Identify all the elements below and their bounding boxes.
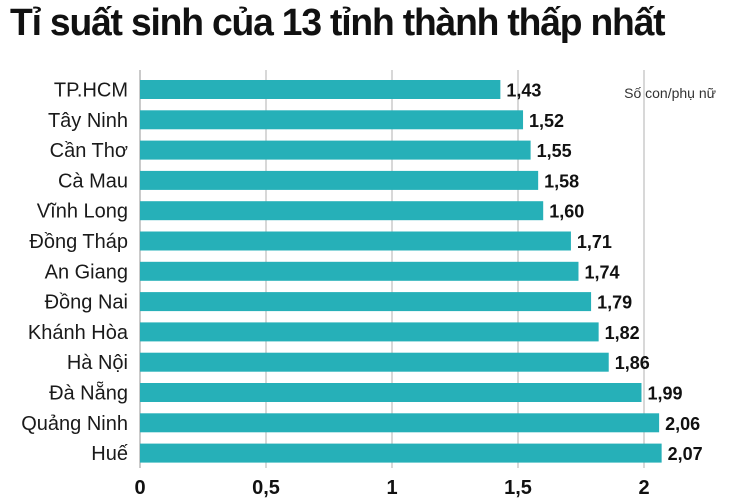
value-label: 1,74 [584, 262, 619, 282]
category-label: TP.HCM [54, 80, 128, 102]
value-label: 2,06 [665, 414, 700, 434]
category-label: An Giang [45, 261, 128, 283]
bar [140, 140, 531, 160]
bar [140, 352, 609, 372]
x-tick-label: 0 [134, 477, 145, 499]
x-tick-label: 0,5 [252, 477, 280, 499]
unit-label: Số con/phụ nữ [624, 85, 716, 101]
value-label: 1,43 [506, 81, 541, 101]
bar [140, 231, 571, 251]
x-tick-label: 1,5 [504, 477, 532, 499]
value-label: 1,79 [597, 293, 632, 313]
category-label: Vĩnh Long [37, 201, 128, 223]
value-label: 1,71 [577, 232, 612, 252]
category-label: Cà Mau [58, 170, 128, 192]
category-label: Đồng Tháp [29, 231, 128, 253]
bar [140, 413, 660, 433]
category-label: Cần Thơ [50, 140, 128, 162]
bar [140, 201, 544, 221]
x-tick-label: 1 [386, 477, 397, 499]
value-label: 1,60 [549, 202, 584, 222]
value-label: 1,52 [529, 111, 564, 131]
category-label: Đà Nẵng [49, 382, 128, 405]
value-label: 1,86 [615, 353, 650, 373]
category-label: Quảng Ninh [21, 413, 128, 435]
bar [140, 443, 662, 463]
chart-title: Tỉ suất sinh của 13 tỉnh thành thấp nhất [10, 2, 666, 44]
x-tick-label: 2 [638, 477, 649, 499]
category-label: Đồng Nai [45, 292, 128, 314]
value-label: 1,58 [544, 171, 579, 191]
bar [140, 170, 539, 190]
value-label: 2,07 [668, 444, 703, 464]
bar [140, 383, 642, 402]
bar [140, 322, 599, 342]
category-label: Tây Ninh [48, 110, 128, 132]
bar [140, 110, 524, 130]
bar [140, 292, 592, 312]
category-label: Hà Nội [67, 352, 128, 374]
bar [140, 80, 501, 99]
value-label: 1,82 [605, 323, 640, 343]
category-label: Khánh Hòa [28, 322, 129, 344]
value-label: 1,55 [537, 141, 572, 161]
category-label: Huế [91, 443, 128, 465]
value-label: 1,99 [647, 384, 682, 404]
bar [140, 261, 579, 281]
